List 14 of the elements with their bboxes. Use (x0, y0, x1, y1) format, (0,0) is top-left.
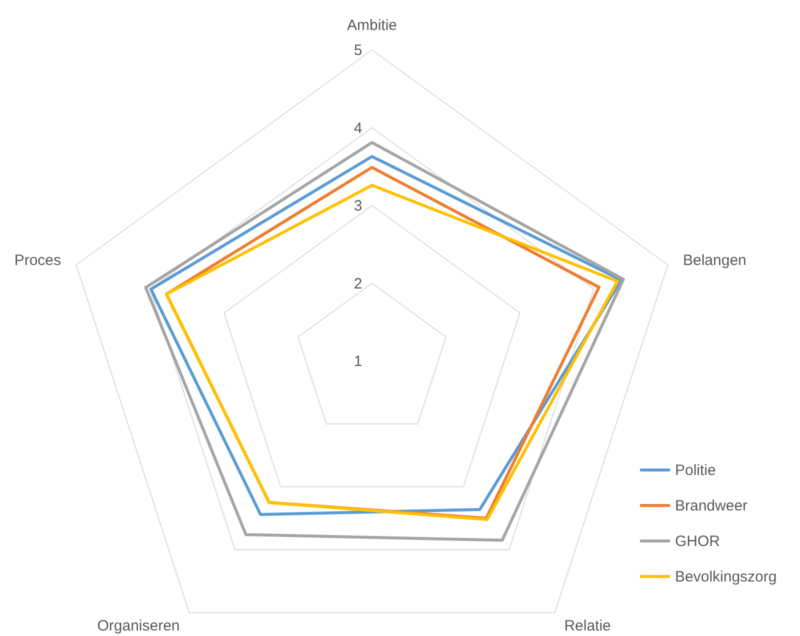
y-tick-label: 5 (354, 42, 362, 59)
legend-label: Politie (675, 462, 716, 479)
legend-label: GHOR (675, 533, 720, 550)
y-tick-label: 3 (354, 198, 362, 214)
spoke-label: Organiseren (97, 618, 180, 635)
y-tick-label: 4 (354, 120, 362, 137)
spoke-label: Belangen (682, 252, 746, 269)
spoke-label: Ambitie (346, 17, 398, 34)
spoke-label: Proces (14, 252, 62, 269)
legend-label: Brandweer (675, 498, 748, 514)
legend-label: Bevolkingszorg (675, 568, 777, 586)
y-tick-label: 2 (354, 275, 362, 292)
y-tick-label: 1 (354, 353, 362, 370)
spoke-label: Relatie (564, 618, 611, 635)
